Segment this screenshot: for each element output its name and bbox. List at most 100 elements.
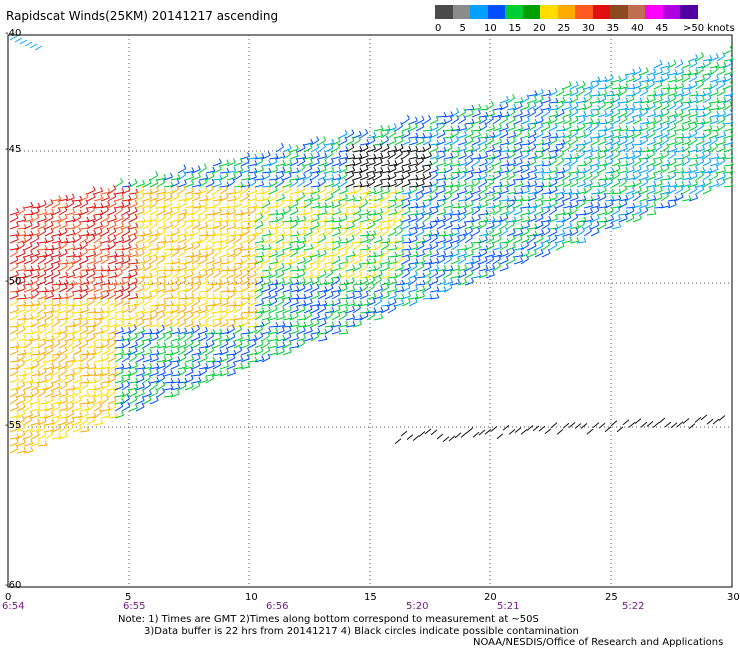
wind-barb-tick [261, 195, 265, 200]
wind-barb [527, 245, 537, 251]
wind-barb-tick [485, 209, 489, 214]
wind-barb [30, 428, 40, 433]
wind-barb-tick [219, 174, 223, 180]
wind-barb-tick [127, 200, 131, 205]
wind-barb-tick [30, 250, 34, 255]
wind-barb-tick [394, 258, 398, 263]
wind-barb-tick [43, 325, 47, 330]
wind-barb [23, 259, 33, 265]
wind-barb [324, 281, 334, 286]
wind-barb [562, 167, 571, 174]
wind-barb [548, 202, 557, 209]
wind-barb [51, 365, 61, 370]
wind-barb [184, 302, 194, 307]
wind-barb-tick [589, 179, 593, 185]
wind-barb [331, 302, 341, 307]
wind-barb-tick [58, 389, 62, 395]
wind-barb [86, 373, 96, 377]
wind-barb [583, 97, 592, 104]
wind-barb [317, 282, 327, 286]
wind-barb-tick [163, 348, 167, 353]
wind-barb [191, 218, 201, 223]
wind-barb [121, 239, 131, 244]
wind-barb [394, 289, 404, 293]
wind-barb-tick [379, 171, 383, 176]
wind-barb-tick [155, 193, 159, 199]
wind-barb [72, 247, 82, 251]
wind-barb-tick [218, 165, 222, 170]
wind-barb-tick [366, 249, 369, 255]
wind-barb [576, 114, 586, 118]
wind-barb [457, 248, 467, 251]
wind-barb-tick [289, 278, 293, 283]
wind-barb-tick [50, 277, 54, 282]
wind-barb-tick [527, 208, 531, 214]
wind-barb-tick [261, 174, 265, 180]
wind-barb [282, 289, 292, 293]
wind-barb-tick [135, 300, 139, 305]
wind-barb-tick [562, 132, 566, 137]
wind-barb [275, 245, 285, 251]
wind-barb [492, 127, 502, 132]
wind-barb [170, 219, 180, 223]
wind-barb [443, 119, 453, 125]
wind-barb-tick [183, 310, 186, 316]
wind-barb-tick [239, 158, 243, 163]
wind-barb-tick [170, 265, 174, 270]
wind-barb [51, 198, 61, 202]
wind-barb-tick [359, 167, 363, 172]
wind-barb-tick [352, 216, 356, 221]
wind-barb [296, 212, 306, 216]
wind-barb-tick [442, 220, 446, 226]
wind-barb-tick [254, 153, 258, 159]
wind-barb-tick [93, 307, 97, 313]
wind-barb [212, 220, 223, 223]
wind-barb-tick [121, 348, 125, 353]
wind-barb-tick [575, 115, 579, 121]
wind-barb [233, 262, 243, 265]
wind-barb [163, 211, 173, 216]
wind-barb-tick [22, 438, 26, 443]
wind-barb-tick [366, 215, 370, 221]
wind-barb [135, 351, 145, 356]
wind-barb-tick [331, 306, 335, 312]
wind-barb [268, 213, 278, 216]
wind-barb-tick [547, 122, 551, 128]
wind-barb [65, 378, 75, 384]
wind-barb-tick [15, 235, 19, 240]
wind-barb [415, 211, 425, 216]
wind-barb [37, 255, 47, 258]
wind-barb [16, 260, 26, 265]
wind-barb [415, 177, 425, 181]
wind-barb-tick [526, 164, 530, 170]
wind-barb [562, 101, 572, 104]
wind-barb-tick [337, 290, 341, 295]
wind-barb [289, 302, 299, 307]
wind-barb-tick [156, 186, 159, 192]
wind-barb-tick [58, 411, 62, 416]
wind-barb [352, 204, 362, 209]
wind-barb [254, 231, 264, 237]
wind-barb-tick [79, 209, 83, 214]
wind-barb [345, 317, 355, 321]
wind-barb [142, 244, 151, 251]
wind-barb [65, 373, 75, 377]
wind-barb-tick [296, 174, 300, 179]
wind-barb [464, 133, 474, 139]
wind-barb-tick [581, 226, 585, 232]
wind-barb [261, 349, 270, 356]
wind-barb-tick [92, 415, 96, 421]
wind-barb-tick [443, 230, 447, 236]
wind-barb [156, 210, 166, 216]
wind-barb [394, 198, 404, 202]
wind-barb [352, 189, 362, 195]
wind-barb [485, 197, 495, 202]
wind-barb [72, 415, 82, 419]
wind-barb [44, 399, 54, 405]
wind-barb-tick [30, 284, 33, 290]
wind-barb-tick [23, 215, 27, 221]
wind-barb-tick [533, 249, 537, 254]
wind-barb [51, 246, 61, 251]
wind-barb-tick [86, 349, 90, 355]
wind-barb [226, 336, 236, 342]
